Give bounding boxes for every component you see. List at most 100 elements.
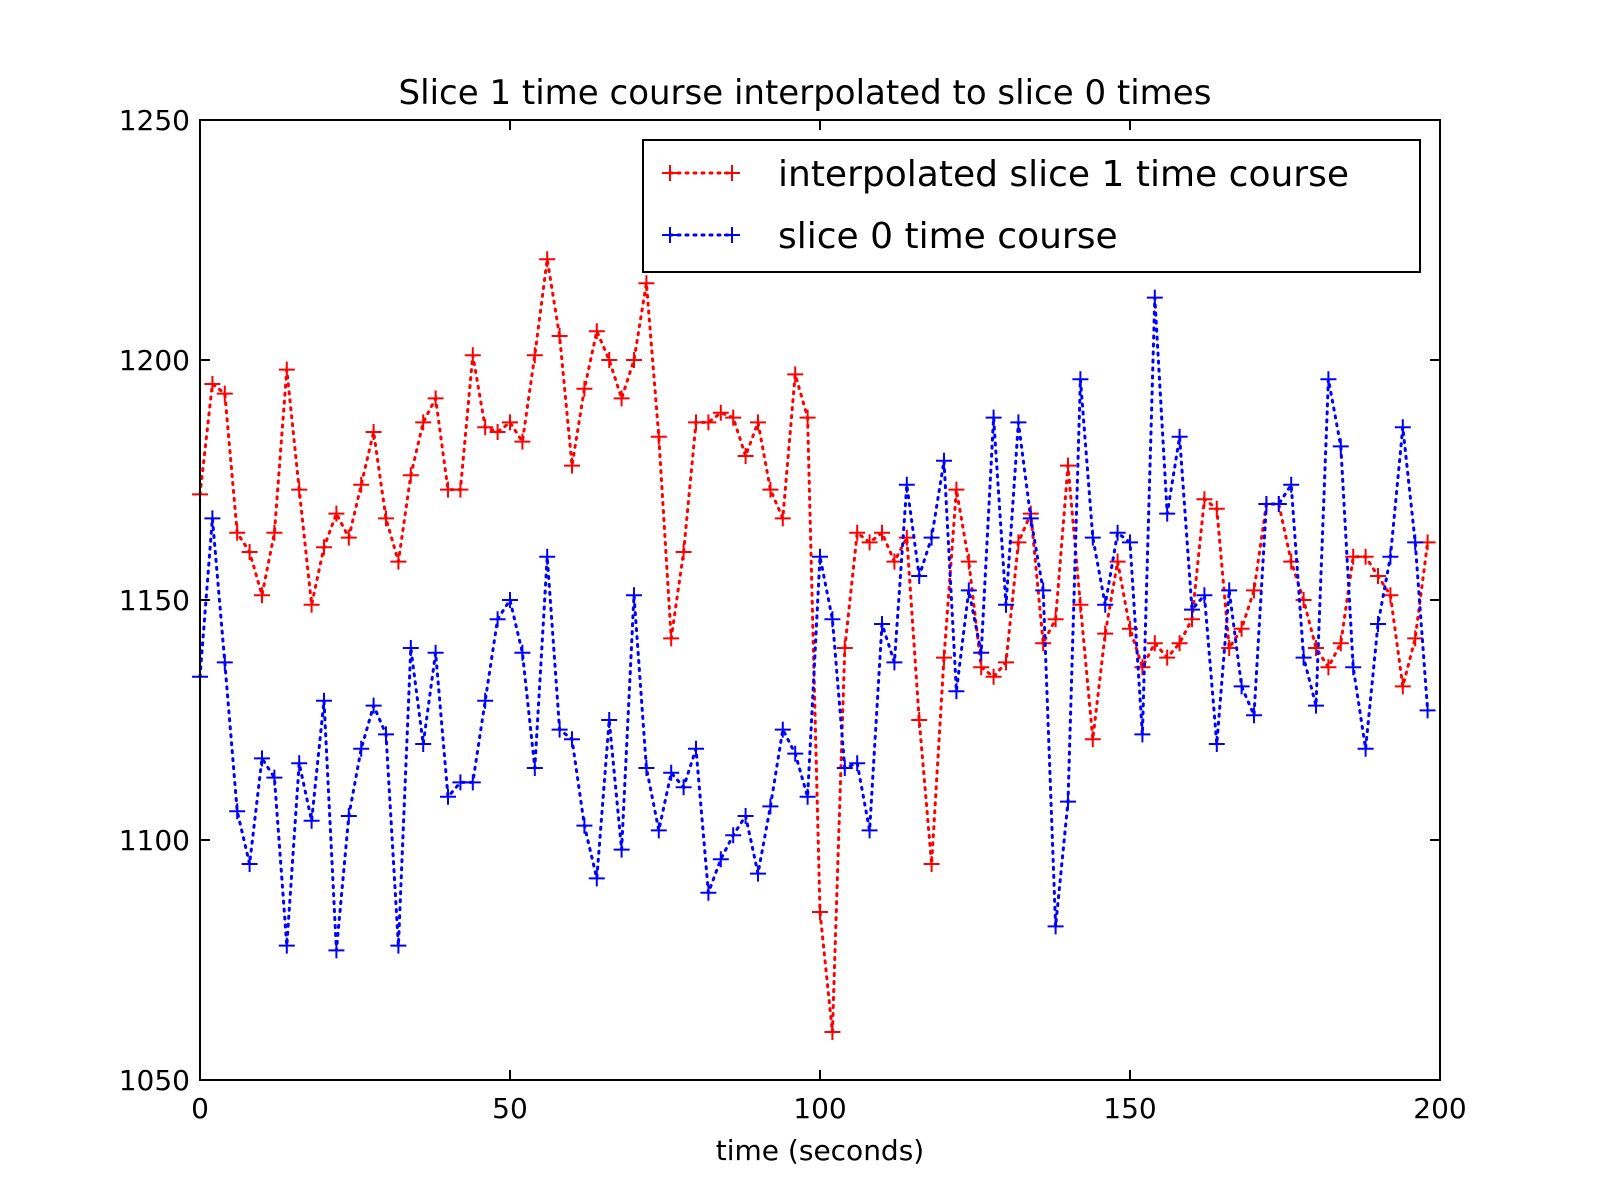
data-point (588, 870, 605, 887)
data-point (1308, 640, 1324, 656)
data-point (1283, 476, 1300, 493)
data-point (700, 414, 717, 431)
data-point (774, 510, 791, 527)
data-point (1134, 726, 1151, 743)
data-point (973, 644, 990, 661)
data-point (923, 529, 940, 546)
data-point (1171, 635, 1188, 652)
data-point (1159, 649, 1176, 666)
data-point (464, 774, 481, 791)
data-point (1171, 428, 1188, 445)
data-point (1295, 649, 1312, 666)
data-point (229, 803, 246, 820)
data-point (601, 352, 618, 368)
legend-marker (662, 227, 678, 243)
legend-label: interpolated slice 1 time course (778, 154, 1349, 195)
data-point (1208, 736, 1225, 752)
data-point (1047, 611, 1064, 628)
data-point (626, 587, 642, 604)
data-point (1184, 601, 1200, 618)
data-point (204, 510, 221, 527)
data-point (861, 534, 878, 551)
data-point (1382, 548, 1399, 565)
data-point (502, 592, 518, 608)
data-point (415, 736, 432, 752)
data-point (1084, 731, 1101, 748)
data-point (427, 644, 444, 661)
data-point (824, 1024, 841, 1040)
data-point (1382, 587, 1399, 604)
data-point (390, 553, 407, 570)
data-point (663, 764, 680, 781)
data-point (1270, 496, 1287, 512)
data-point (291, 481, 308, 498)
data-point (725, 409, 742, 426)
data-point (291, 755, 308, 772)
data-point (874, 616, 890, 632)
data-point (514, 644, 531, 661)
data-point (551, 721, 568, 738)
legend-marker (662, 165, 678, 181)
data-point (812, 548, 828, 565)
data-point (1308, 697, 1324, 714)
data-point (799, 788, 816, 805)
data-point (948, 683, 965, 700)
data-point (378, 510, 394, 527)
data-point (1072, 371, 1089, 388)
data-point (601, 712, 618, 728)
data-point (1084, 529, 1101, 546)
legend-entry-1: slice 0 time course (662, 216, 1118, 257)
data-point (973, 659, 990, 676)
data-point (787, 366, 804, 383)
data-point (1122, 534, 1138, 551)
data-point (216, 654, 233, 671)
ticks-layer: 0 50 100 150 200 1050 1100 1150 1200 1250 (119, 104, 1467, 1125)
data-point (353, 476, 370, 493)
data-point (750, 865, 766, 882)
data-point (985, 409, 1002, 426)
data-point (1196, 587, 1213, 604)
data-point (340, 808, 357, 824)
data-point (638, 275, 655, 292)
data-point (1221, 582, 1238, 599)
x-tick-label: 150 (1103, 1092, 1156, 1125)
data-point (1010, 414, 1027, 431)
legend-marker (724, 227, 740, 243)
legend-label: slice 0 time course (778, 216, 1118, 257)
data-point (998, 596, 1014, 613)
data-point (328, 942, 345, 959)
data-point (1246, 707, 1262, 724)
data-point (390, 937, 407, 954)
data-point (936, 649, 952, 666)
data-point (477, 419, 494, 436)
data-point (1394, 419, 1411, 436)
data-point (440, 788, 456, 805)
data-point (911, 568, 928, 584)
data-point (911, 712, 928, 728)
data-point (849, 755, 866, 772)
legend-entry-0: interpolated slice 1 time course (662, 154, 1349, 195)
data-point (576, 817, 593, 834)
y-tick-label: 1100 (119, 824, 190, 857)
data-point (960, 553, 977, 570)
data-point (712, 404, 729, 421)
data-point (886, 553, 903, 570)
data-point (874, 524, 890, 541)
data-point (229, 524, 246, 541)
data-point (762, 798, 779, 815)
data-point (1370, 616, 1386, 632)
data-point (650, 822, 667, 839)
data-point (1010, 534, 1027, 551)
data-point (886, 654, 903, 671)
data-point (1407, 534, 1424, 551)
data-point (849, 524, 866, 541)
data-point (564, 457, 580, 474)
data-point (750, 414, 766, 431)
data-point (303, 596, 320, 613)
x-tick-label: 50 (492, 1092, 528, 1125)
data-point (737, 448, 754, 464)
data-point (725, 827, 742, 844)
x-tick-label: 0 (191, 1092, 209, 1125)
data-point (663, 630, 680, 647)
